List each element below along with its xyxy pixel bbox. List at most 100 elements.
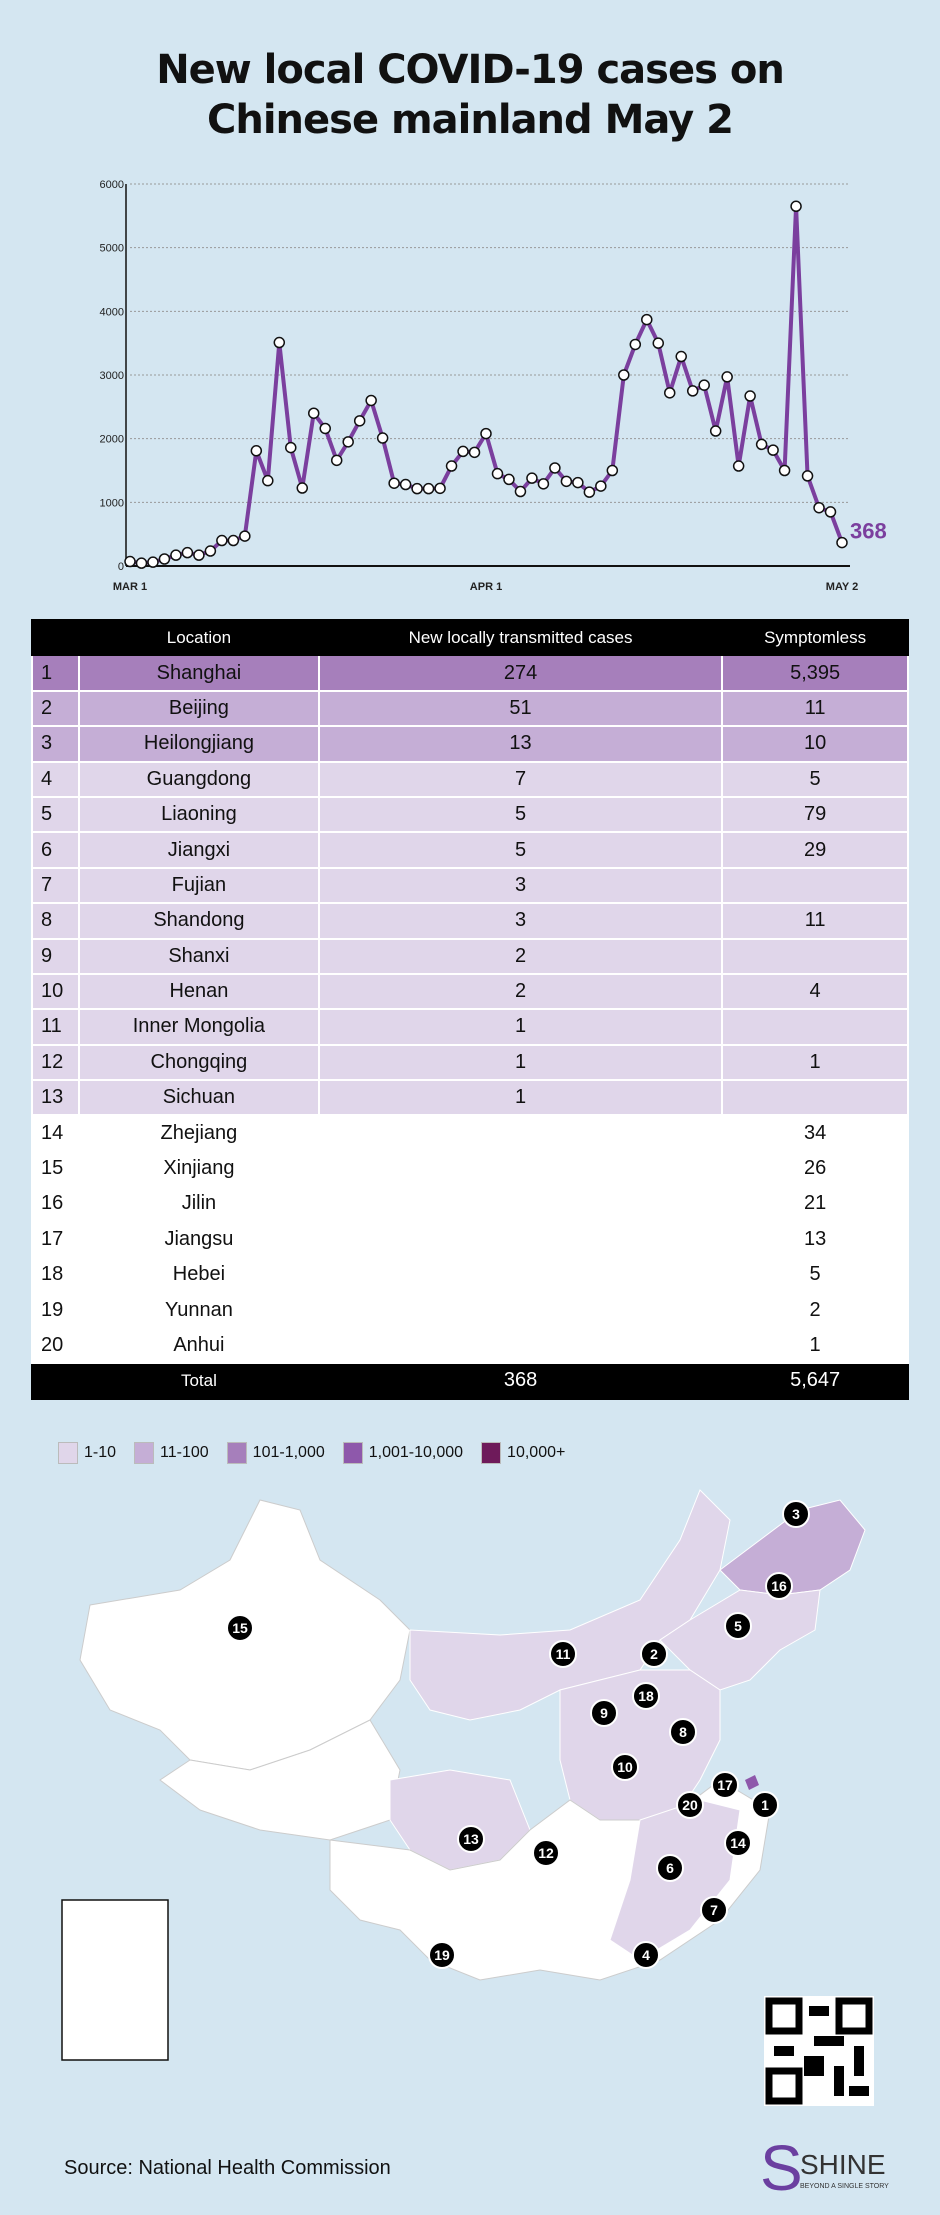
table-row: 12 Chongqing 1 1 xyxy=(31,1043,909,1082)
marker-circle xyxy=(549,1640,577,1668)
data-point xyxy=(193,549,205,561)
data-point xyxy=(790,200,802,213)
table-row: 7 Fujian 3 xyxy=(31,866,909,905)
legend-item: 101-1,000 xyxy=(226,1442,325,1464)
map-marker: 3 xyxy=(782,1500,810,1528)
y-tick-label: 1000 xyxy=(100,497,124,509)
marker-label: 4 xyxy=(642,1947,650,1963)
data-point xyxy=(388,477,400,489)
rank-cell: 7 xyxy=(31,866,80,905)
map-marker: 6 xyxy=(656,1854,684,1882)
symptomless-cell: 5,395 xyxy=(721,654,909,692)
marker-label: 14 xyxy=(730,1835,746,1851)
symptomless-cell: 2 xyxy=(721,1291,909,1329)
marker-circle xyxy=(656,1854,684,1882)
marker-label: 18 xyxy=(638,1688,654,1704)
map-marker: 5 xyxy=(724,1612,752,1640)
title-line-1: New local COVID-19 cases on xyxy=(156,47,785,93)
marker-circle xyxy=(457,1825,485,1853)
legend-swatch xyxy=(481,1442,502,1464)
legend-swatch xyxy=(134,1442,155,1464)
inset-box xyxy=(61,1899,169,2061)
map-marker: 8 xyxy=(669,1718,697,1746)
symptomless-cell xyxy=(721,1079,909,1117)
map-marker: 13 xyxy=(457,1825,485,1853)
data-point xyxy=(204,545,217,557)
logo-name: SHINE xyxy=(800,2149,886,2180)
rank-cell: 6 xyxy=(31,831,80,869)
table-row: 4 Guangdong 7 5 xyxy=(31,760,909,798)
table-row: 10 Henan 2 4 xyxy=(31,972,909,1011)
y-tick-label: 5000 xyxy=(100,243,124,255)
symptomless-cell: 34 xyxy=(721,1114,909,1152)
legend-item: 10,000+ xyxy=(481,1442,565,1464)
table-row: 16 Jilin 21 xyxy=(31,1185,909,1223)
cases-cell xyxy=(317,1149,724,1188)
table-row: 11 Inner Mongolia 1 xyxy=(31,1008,909,1046)
map-marker: 15 xyxy=(226,1614,254,1642)
location-cell: Jiangsu xyxy=(78,1220,320,1259)
data-point xyxy=(411,482,423,495)
symptomless-cell xyxy=(721,866,909,905)
cases-cell: 1 xyxy=(317,1008,724,1046)
rank-cell: 12 xyxy=(31,1043,80,1082)
map-marker: 9 xyxy=(590,1699,618,1727)
y-tick-label: 2000 xyxy=(100,434,124,446)
data-point xyxy=(572,476,584,489)
cases-cell xyxy=(317,1326,724,1365)
data-point xyxy=(836,536,848,549)
data-point xyxy=(365,394,377,407)
header-cases: New locally transmitted cases xyxy=(317,618,724,657)
data-point xyxy=(629,338,642,351)
rank-cell: 16 xyxy=(31,1185,80,1223)
cases-cell xyxy=(317,1291,724,1329)
symptomless-cell xyxy=(721,937,909,975)
location-cell: Chongqing xyxy=(78,1043,320,1082)
data-point xyxy=(434,482,446,495)
data-point xyxy=(641,313,653,326)
cases-cell xyxy=(317,1114,724,1152)
cases-cell xyxy=(317,1185,724,1223)
symptomless-cell: 79 xyxy=(721,795,909,834)
data-point xyxy=(422,482,435,495)
data-point xyxy=(468,446,481,459)
location-cell: Sichuan xyxy=(78,1079,320,1117)
marker-circle xyxy=(751,1791,779,1819)
map-marker: 12 xyxy=(532,1839,560,1867)
marker-circle xyxy=(632,1682,660,1710)
marker-circle xyxy=(428,1941,456,1969)
rank-cell: 13 xyxy=(31,1079,80,1117)
data-point xyxy=(732,460,745,472)
symptomless-cell: 4 xyxy=(721,972,909,1011)
rank-cell: 3 xyxy=(31,725,80,763)
data-point xyxy=(767,444,779,456)
map-marker: 14 xyxy=(724,1829,752,1857)
data-point xyxy=(250,445,263,457)
location-cell: Henan xyxy=(78,972,320,1011)
data-point xyxy=(342,436,354,448)
data-point xyxy=(503,473,515,486)
marker-label: 1 xyxy=(761,1797,769,1813)
cases-cell: 51 xyxy=(317,689,724,728)
data-point xyxy=(606,464,619,477)
symptomless-cell: 1 xyxy=(721,1043,909,1082)
series-line xyxy=(129,204,844,566)
data-point xyxy=(595,480,607,492)
marker-label: 16 xyxy=(771,1578,787,1594)
header-location: Location xyxy=(78,618,320,657)
cases-cell xyxy=(317,1220,724,1259)
rank-cell: 2 xyxy=(31,689,80,728)
marker-label: 11 xyxy=(556,1646,571,1662)
location-cell: Jiangxi xyxy=(78,831,320,869)
title-line-2: Chinese mainland May 2 xyxy=(206,97,734,143)
source-note: Source: National Health Commission xyxy=(64,2157,391,2179)
total-label: Total xyxy=(78,1362,320,1400)
marker-label: 3 xyxy=(792,1506,800,1522)
marker-circle xyxy=(532,1839,560,1867)
logo-tagline: BEYOND A SINGLE STORY xyxy=(800,2183,889,2190)
table-row: 5 Liaoning 5 79 xyxy=(31,795,909,834)
region-shanghai xyxy=(745,1775,759,1790)
data-point xyxy=(319,422,331,435)
table-row: 6 Jiangxi 5 29 xyxy=(31,831,909,869)
